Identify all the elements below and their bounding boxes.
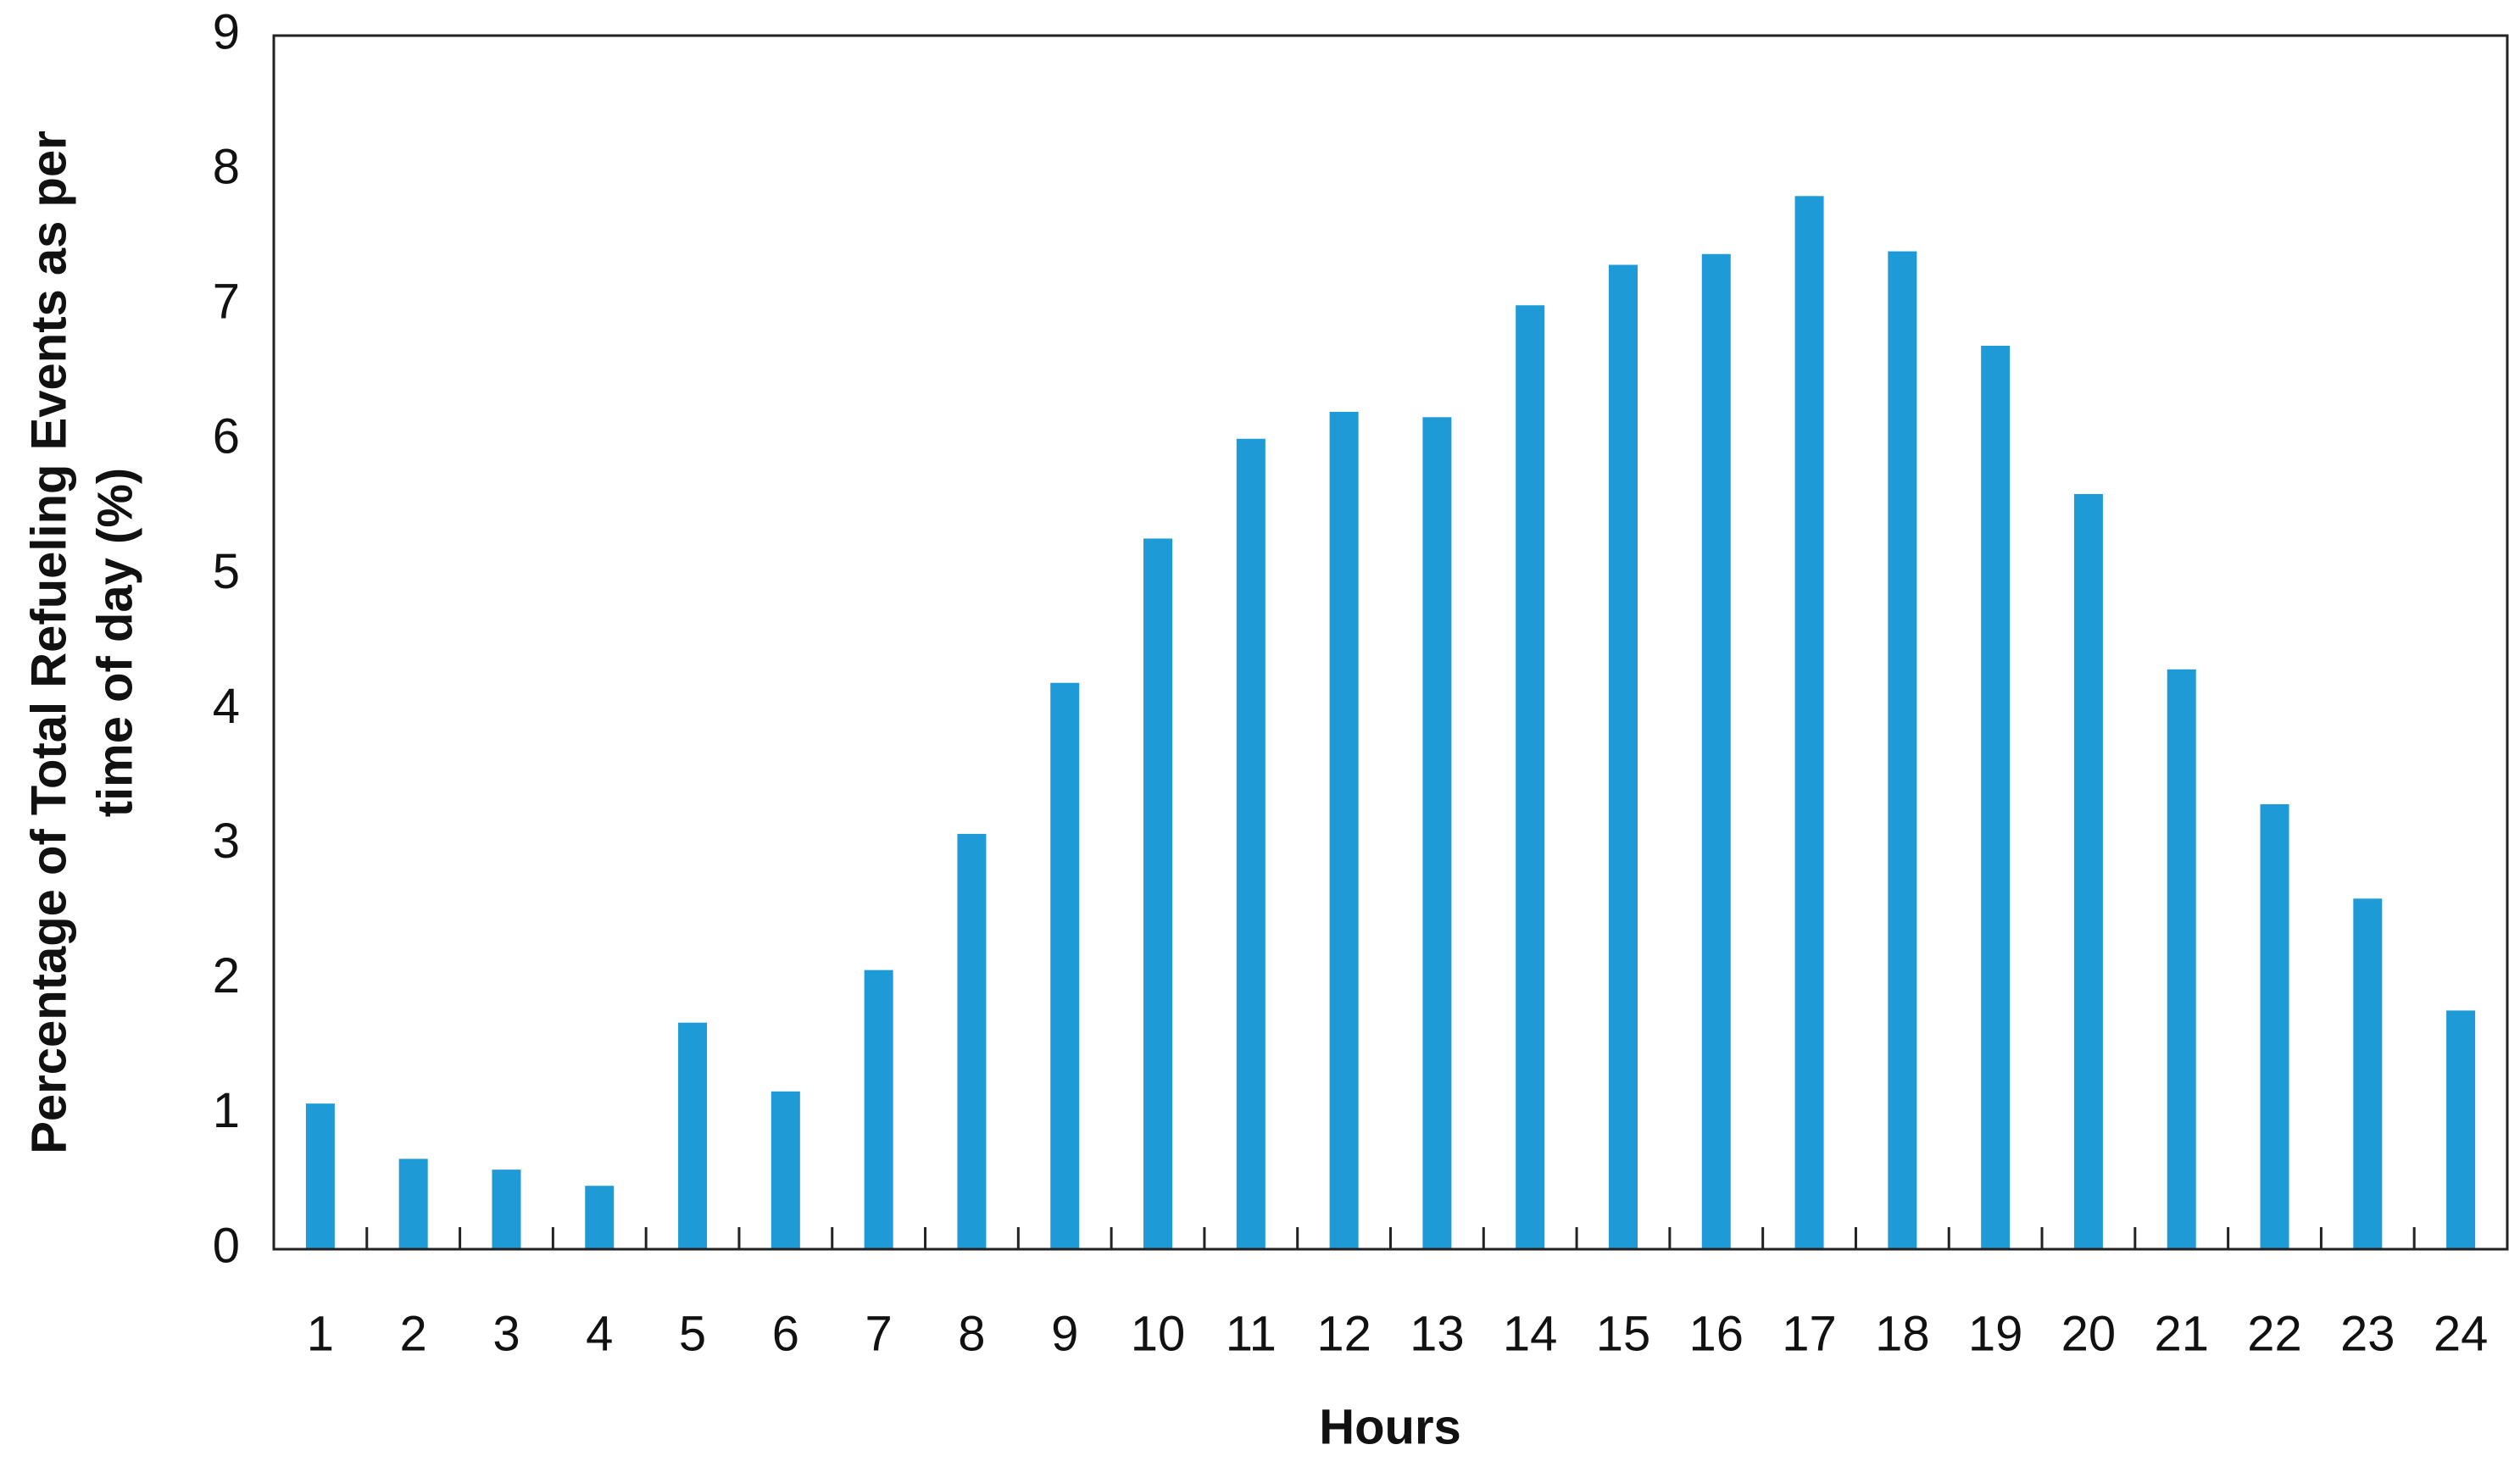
x-tick-label: 16 xyxy=(1689,1306,1744,1361)
bar xyxy=(1236,438,1266,1249)
x-tick-label: 9 xyxy=(1051,1306,1078,1361)
x-tick-label: 17 xyxy=(1782,1306,1837,1361)
x-tick-label: 18 xyxy=(1875,1306,1930,1361)
x-tick-label: 23 xyxy=(2340,1306,2395,1361)
bar xyxy=(2167,669,2196,1249)
y-axis-title: time of day (%) xyxy=(87,468,142,818)
bar xyxy=(1143,538,1173,1249)
plot-frame xyxy=(272,34,2509,1251)
bar xyxy=(2260,803,2289,1249)
y-tick-label: 0 xyxy=(213,1218,240,1273)
x-tick-label: 20 xyxy=(2061,1306,2117,1361)
bar xyxy=(1329,411,1359,1249)
bar xyxy=(2073,493,2103,1249)
bar xyxy=(1608,264,1638,1249)
x-tick-label: 15 xyxy=(1596,1306,1651,1361)
bar xyxy=(585,1186,615,1249)
y-tick-label: 2 xyxy=(213,948,240,1003)
bar xyxy=(1516,305,1545,1250)
x-tick-label: 19 xyxy=(1968,1306,2023,1361)
x-tick-label: 22 xyxy=(2247,1306,2302,1361)
x-tick-label: 1 xyxy=(307,1306,334,1361)
y-tick-label: 6 xyxy=(213,409,240,464)
x-tick-label: 7 xyxy=(865,1306,893,1361)
x-tick-label: 6 xyxy=(772,1306,799,1361)
y-tick-label: 9 xyxy=(213,4,240,59)
x-tick-label: 21 xyxy=(2154,1306,2209,1361)
x-tick-label: 13 xyxy=(1410,1306,1465,1361)
bar xyxy=(2446,1010,2476,1249)
x-tick-label: 3 xyxy=(492,1306,520,1361)
bar xyxy=(305,1103,335,1249)
bar xyxy=(864,970,893,1249)
bar xyxy=(678,1022,708,1249)
y-tick-label: 4 xyxy=(213,679,240,734)
x-tick-label: 10 xyxy=(1131,1306,1186,1361)
bar xyxy=(1422,417,1452,1250)
bar xyxy=(770,1091,800,1249)
bar xyxy=(957,833,987,1249)
x-tick-label: 14 xyxy=(1503,1306,1558,1361)
x-tick-label: 8 xyxy=(958,1306,985,1361)
bar xyxy=(492,1170,521,1249)
bar xyxy=(398,1159,428,1249)
bar xyxy=(1888,251,1917,1250)
bar xyxy=(1050,682,1080,1249)
bar xyxy=(1981,345,2011,1249)
x-tick-label: 12 xyxy=(1316,1306,1371,1361)
y-tick-label: 3 xyxy=(213,814,240,869)
y-axis-title: Percentage of Total Refueling Events as … xyxy=(21,131,76,1154)
x-axis-title: Hours xyxy=(1319,1399,1461,1454)
bar xyxy=(1794,196,1824,1249)
bar xyxy=(1701,253,1731,1249)
y-tick-label: 5 xyxy=(213,544,240,599)
bar xyxy=(2353,898,2383,1249)
x-tick-label: 11 xyxy=(1226,1306,1277,1361)
y-tick-label: 7 xyxy=(213,275,240,330)
y-tick-label: 8 xyxy=(213,139,240,194)
x-tick-label: 24 xyxy=(2434,1306,2489,1361)
x-tick-label: 5 xyxy=(679,1306,706,1361)
x-tick-label: 4 xyxy=(586,1306,613,1361)
x-tick-label: 2 xyxy=(400,1306,427,1361)
y-tick-label: 1 xyxy=(213,1083,240,1138)
